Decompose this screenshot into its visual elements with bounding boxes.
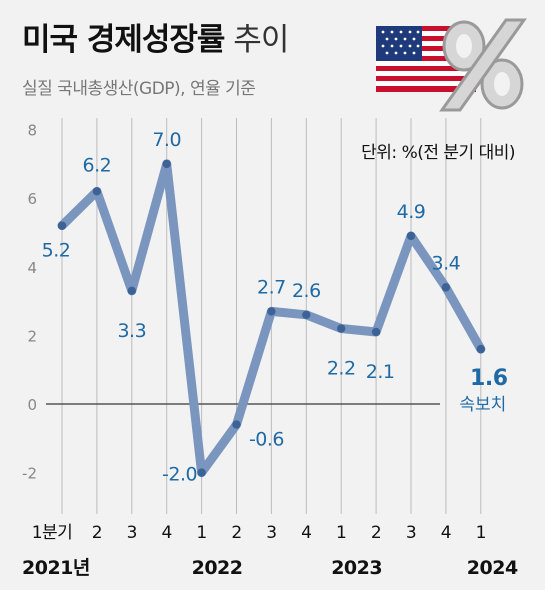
data-point — [406, 231, 416, 241]
data-value-label: 2.1 — [366, 361, 395, 383]
x-tick-label: 3 — [127, 523, 137, 543]
data-point — [302, 310, 311, 320]
year-label: 2024 — [467, 557, 518, 579]
chart-title: 미국 경제성장률 추이 — [22, 14, 289, 59]
data-value-label: 4.9 — [397, 201, 426, 223]
header-badge — [376, 18, 527, 112]
x-tick-label: 2 — [231, 523, 241, 543]
data-point — [162, 159, 171, 169]
x-tick-label: 2 — [92, 523, 102, 543]
data-point — [197, 468, 206, 477]
data-point — [267, 307, 276, 316]
data-value-label: 7.0 — [152, 129, 181, 151]
x-tick-label: 4 — [301, 523, 311, 543]
percent-icon — [439, 18, 527, 112]
data-value-label: 2.7 — [257, 276, 286, 298]
y-tick-label: 6 — [27, 190, 37, 208]
data-point — [92, 187, 102, 196]
x-tick-label: 4 — [162, 523, 172, 543]
year-label: 2021년 — [22, 557, 90, 579]
x-tick-label: 1분기 — [32, 523, 73, 543]
data-value-label: 2.2 — [327, 358, 356, 380]
y-tick-label: 2 — [27, 327, 37, 345]
data-point — [371, 327, 381, 337]
data-point — [441, 283, 451, 292]
title-bold: 미국 경제성장률 — [22, 22, 225, 58]
unit-label: 단위: %(전 분기 대비) — [361, 143, 515, 163]
data-point — [476, 344, 485, 354]
data-value-label: -2.0 — [162, 464, 197, 486]
data-value-label: -0.6 — [249, 429, 284, 451]
y-tick-label: 8 — [27, 122, 37, 140]
x-tick-label: 4 — [441, 523, 451, 543]
data-value-label: 1.6 — [470, 366, 508, 391]
data-value-label: 3.3 — [117, 320, 146, 342]
annotation-label: 속보치 — [459, 395, 506, 415]
data-point — [337, 324, 346, 333]
x-tick-label: 1 — [336, 523, 346, 543]
y-tick-label: 0 — [27, 396, 37, 414]
data-value-label: 5.2 — [42, 240, 71, 262]
data-value-label: 3.4 — [432, 252, 461, 274]
title-light: 추이 — [233, 22, 289, 58]
y-tick-label: -2 — [22, 465, 37, 483]
data-point — [127, 286, 136, 296]
data-point — [57, 221, 67, 230]
data-value-label: 2.6 — [292, 280, 321, 302]
x-tick-label: 1 — [196, 523, 206, 543]
year-label: 2023 — [331, 557, 382, 579]
chart-subtitle: 실질 국내총생산(GDP), 연율 기준 — [22, 79, 256, 99]
x-tick-label: 3 — [406, 523, 416, 543]
x-tick-label: 3 — [266, 523, 276, 543]
year-label: 2022 — [192, 557, 243, 579]
data-point — [232, 420, 241, 429]
y-tick-label: 4 — [27, 259, 37, 277]
x-tick-label: 2 — [371, 523, 381, 543]
x-tick-label: 1 — [476, 523, 486, 543]
data-value-label: 6.2 — [83, 154, 112, 176]
